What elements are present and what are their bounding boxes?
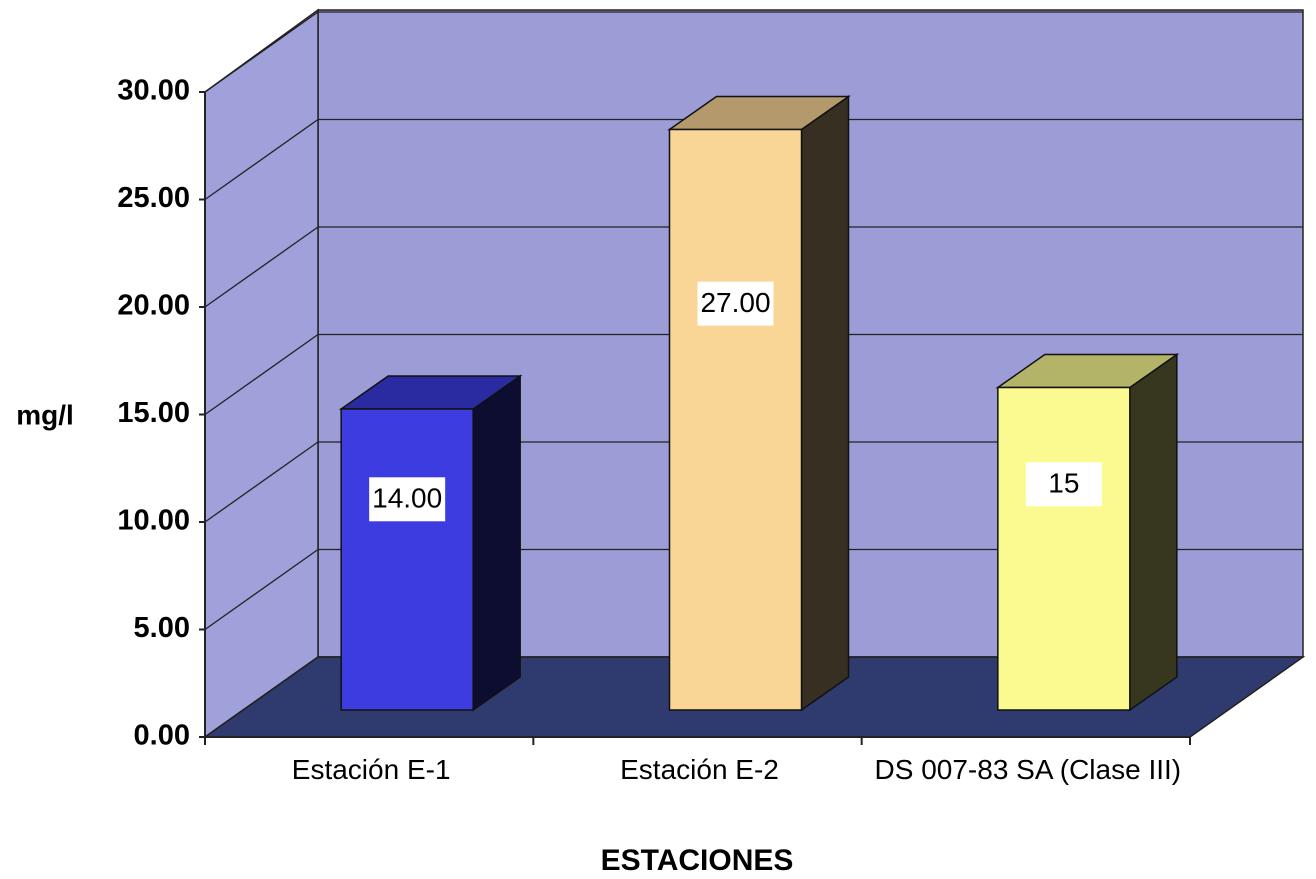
y-tick-label: 10.00: [117, 505, 190, 537]
grid-line-side: [204, 656, 319, 738]
value-label-box: [369, 477, 446, 522]
grid-line-side: [204, 333, 319, 416]
bar-side: [1129, 353, 1178, 712]
value-label: 14.00: [372, 483, 442, 514]
bar: [340, 408, 474, 711]
x-tick-label: Estación E-1: [291, 754, 451, 785]
bar: [668, 128, 803, 711]
x-tick-label: Estación E-2: [620, 754, 779, 785]
grid-line-side: [204, 118, 319, 201]
bars: 14.00 27.00 15: [338, 95, 1180, 712]
value-label: 15: [1048, 468, 1079, 499]
grid-line-side: [204, 226, 319, 308]
value-label-box: [697, 281, 774, 326]
bar: [997, 386, 1131, 711]
y-tick-label: 5.00: [134, 612, 190, 644]
y-axis-label: mg/l: [16, 399, 74, 430]
side-wall: [204, 8, 319, 739]
grid-line-side: [204, 441, 319, 523]
grid-line-side: [204, 11, 319, 93]
value-label-box: [1025, 462, 1102, 507]
bar-side: [800, 95, 850, 712]
y-tick-label: 20.00: [117, 290, 190, 322]
bar-side: [472, 374, 521, 712]
grid-line-side: [204, 548, 319, 631]
y-tick-label: 15.00: [117, 397, 190, 429]
y-tick-label: 25.00: [117, 182, 190, 214]
value-label: 27.00: [700, 287, 770, 318]
x-tick-label: DS 007-83 SA (Clase III): [874, 754, 1182, 785]
y-tick-label: 0.00: [134, 720, 190, 752]
x-axis-label: ESTACIONES: [601, 844, 794, 877]
y-tick-label: 30.00: [117, 75, 190, 107]
